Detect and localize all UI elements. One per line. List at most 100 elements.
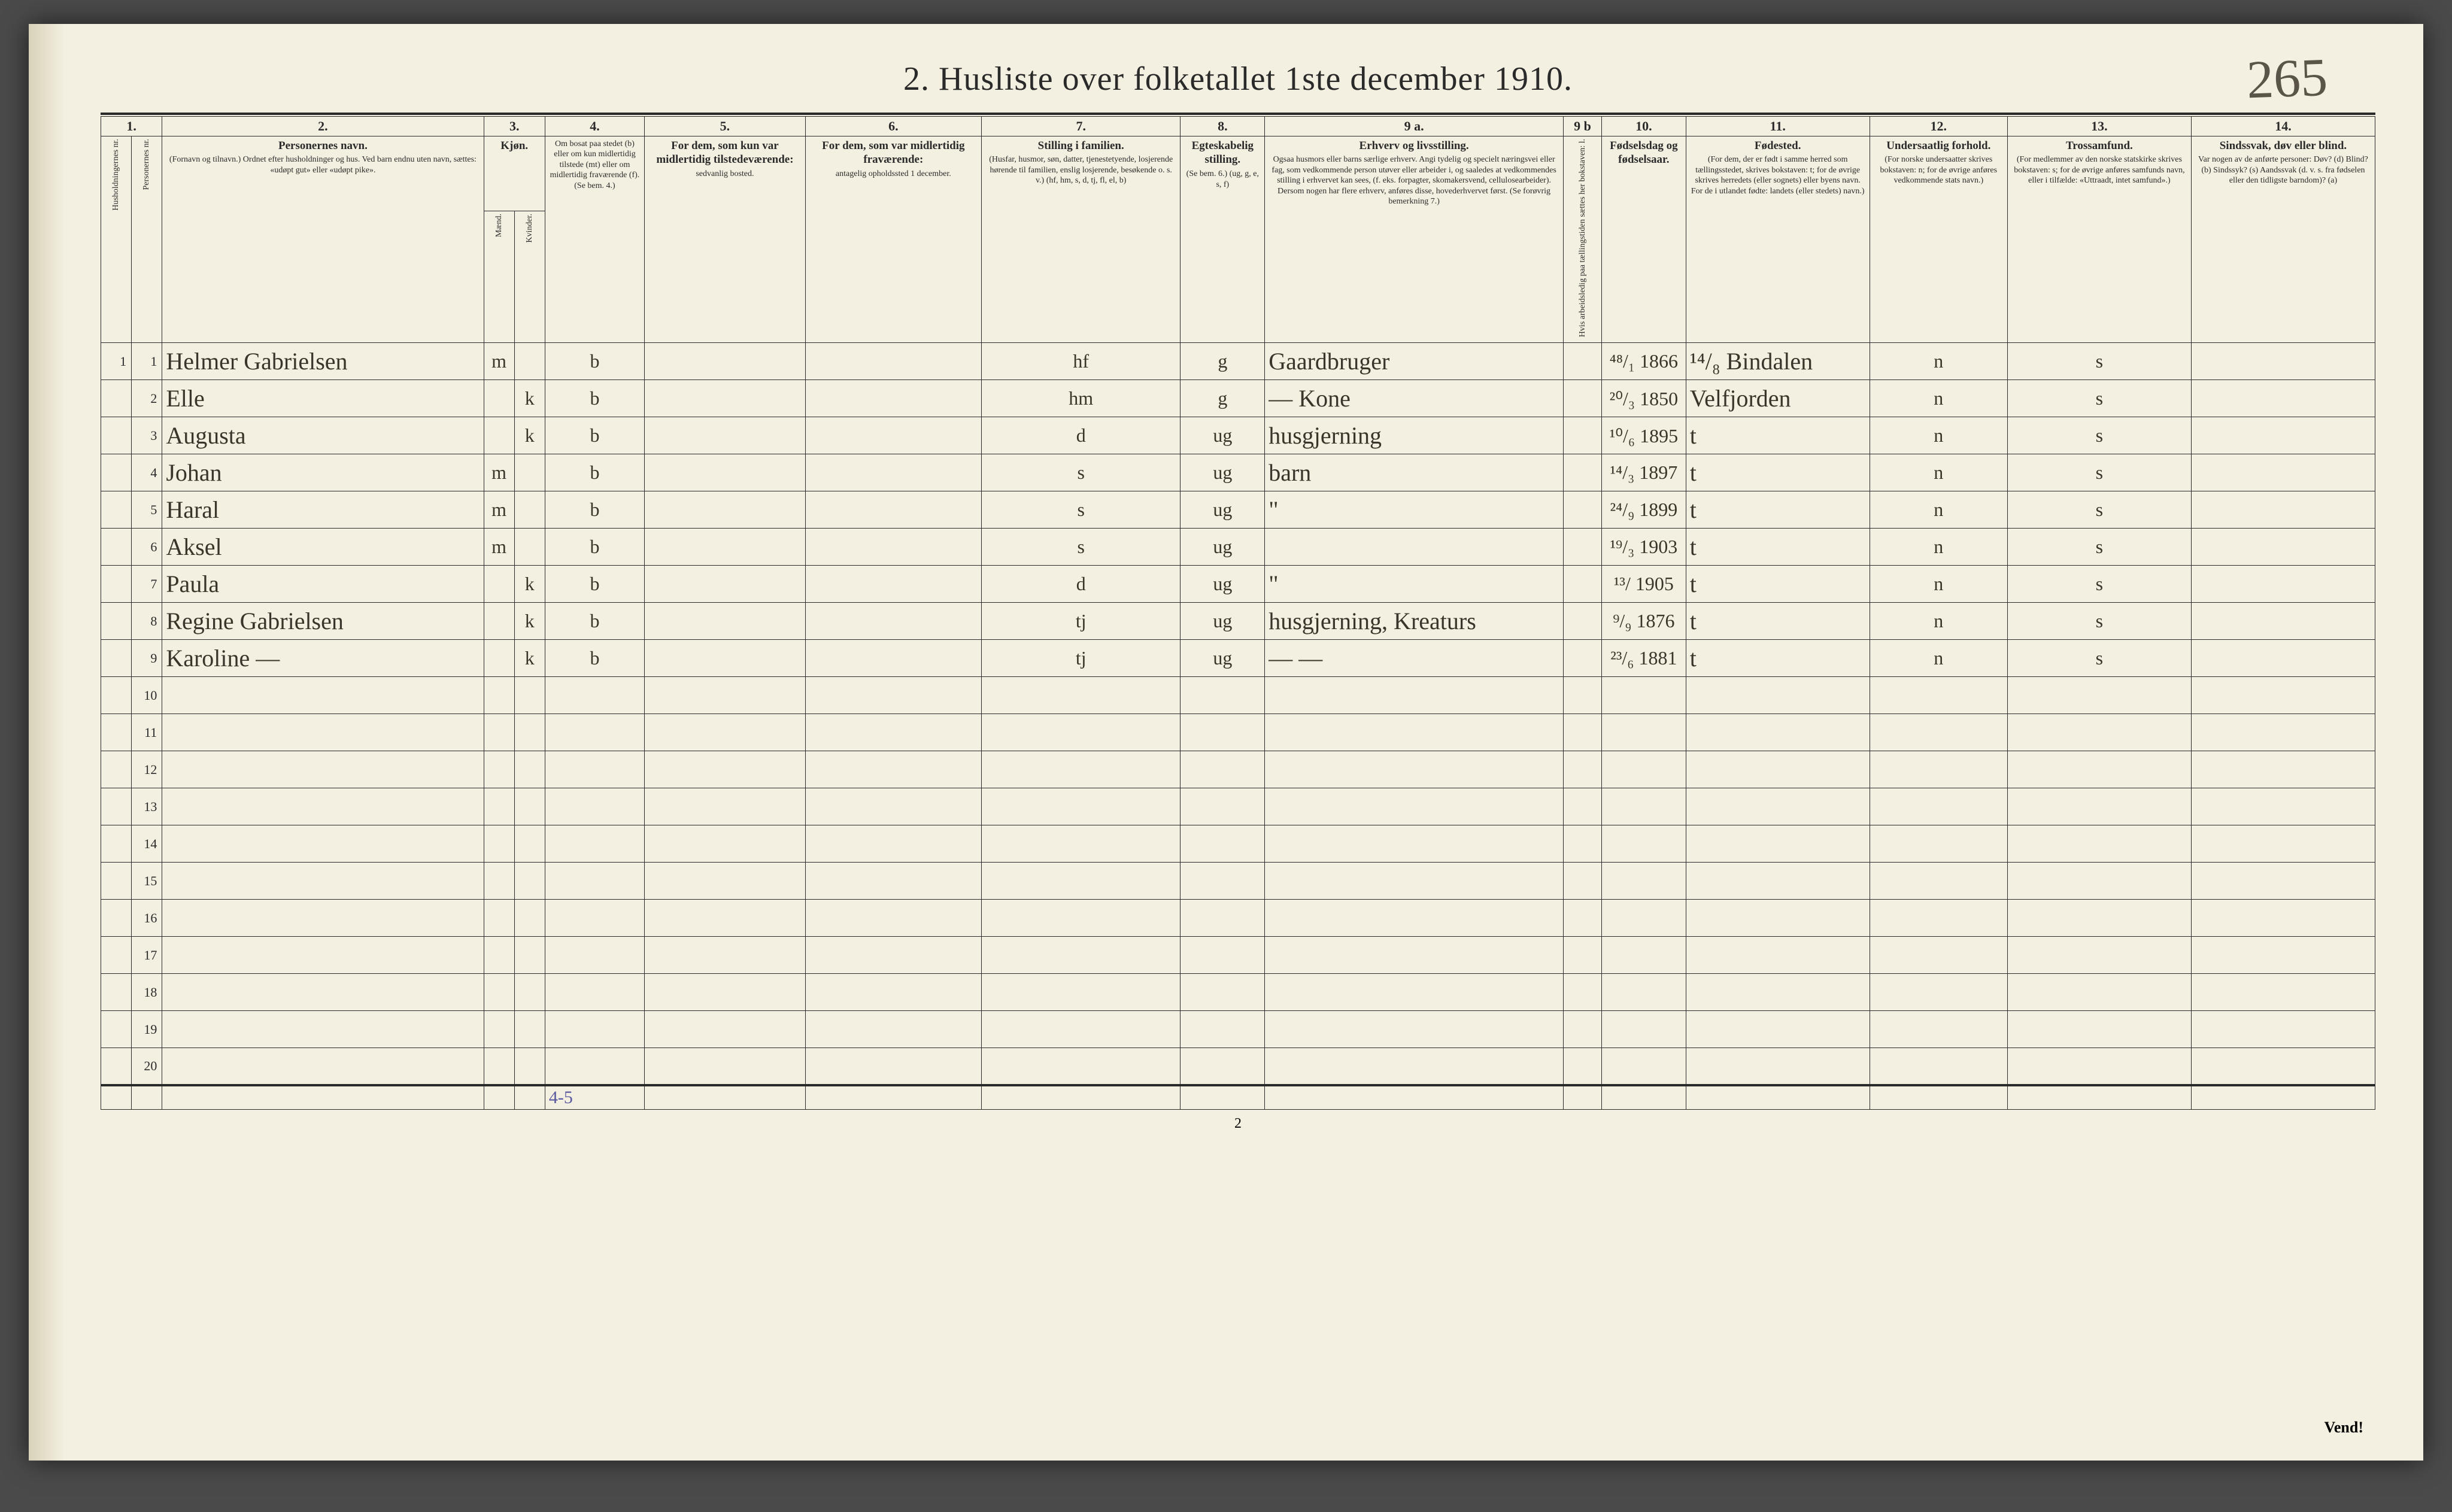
cell-hh: 1 <box>101 343 132 380</box>
cell-fs <box>1686 1011 1870 1048</box>
note-cell <box>2191 1085 2375 1110</box>
cell-fam: d <box>981 417 1181 454</box>
cell-m: m <box>484 491 514 529</box>
cell-m <box>484 788 514 825</box>
cell-us <box>1870 1048 2007 1085</box>
cell-b: b <box>545 343 644 380</box>
cell-eg <box>1181 751 1265 788</box>
cell-erv <box>1265 714 1564 751</box>
cell-m: m <box>484 343 514 380</box>
table-row: 14 <box>101 825 2375 863</box>
cell-fd: ¹⁹/₃ 1903 <box>1601 529 1686 566</box>
cell-k <box>514 491 545 529</box>
cell-fs <box>1686 677 1870 714</box>
col7-head: Stilling i familien. (Husfar, husmor, sø… <box>981 136 1181 343</box>
note-cell <box>514 1085 545 1110</box>
note-cell <box>2007 1085 2191 1110</box>
cell-sd <box>2191 974 2375 1011</box>
note-cell <box>805 1085 981 1110</box>
cell-c5 <box>645 863 806 900</box>
cell-eg <box>1181 714 1265 751</box>
col-num-14: 13. <box>2007 117 2191 136</box>
col5-head: For dem, som kun var midlertidig tilsted… <box>645 136 806 343</box>
cell-sd <box>2191 825 2375 863</box>
col11-head: Fødested. (For dem, der er født i samme … <box>1686 136 1870 343</box>
cell-erv <box>1265 529 1564 566</box>
cell-fd <box>1601 714 1686 751</box>
table-row: 11Helmer GabrielsenmbhfgGaardbruger⁴⁸/₁ … <box>101 343 2375 380</box>
cell-erv: — Kone <box>1265 380 1564 417</box>
cell-erv: " <box>1265 491 1564 529</box>
cell-m <box>484 677 514 714</box>
cell-erv: Gaardbruger <box>1265 343 1564 380</box>
cell-c5 <box>645 788 806 825</box>
cell-name <box>162 863 484 900</box>
cell-fd: ⁴⁸/₁ 1866 <box>1601 343 1686 380</box>
cell-l <box>1564 491 1602 529</box>
cell-c5 <box>645 714 806 751</box>
cell-c6 <box>805 417 981 454</box>
cell-eg <box>1181 1048 1265 1085</box>
cell-pn: 6 <box>132 529 162 566</box>
col-num-5: 5. <box>645 117 806 136</box>
cell-fd: ⁹/₉ 1876 <box>1601 603 1686 640</box>
cell-m <box>484 380 514 417</box>
cell-erv <box>1265 863 1564 900</box>
cell-b: b <box>545 529 644 566</box>
cell-ts: s <box>2007 343 2191 380</box>
cell-sd <box>2191 640 2375 677</box>
cell-b <box>545 937 644 974</box>
cell-us: n <box>1870 417 2007 454</box>
table-row: 6Akselmbsug¹⁹/₃ 1903tns <box>101 529 2375 566</box>
cell-us <box>1870 900 2007 937</box>
cell-pn: 9 <box>132 640 162 677</box>
cell-k: k <box>514 417 545 454</box>
cell-c5 <box>645 974 806 1011</box>
table-row: 3Augustakbdughusgjerning¹⁰/₆ 1895tns <box>101 417 2375 454</box>
col8-head: Egteskabelig stilling. (Se bem. 6.) (ug,… <box>1181 136 1265 343</box>
cell-pn: 19 <box>132 1011 162 1048</box>
cell-sd <box>2191 417 2375 454</box>
cell-fs: Velfjorden <box>1686 380 1870 417</box>
cell-fam <box>981 677 1181 714</box>
cell-c5 <box>645 380 806 417</box>
cell-hh <box>101 937 132 974</box>
cell-sd <box>2191 714 2375 751</box>
cell-c5 <box>645 566 806 603</box>
note-cell <box>1601 1085 1686 1110</box>
cell-b <box>545 1048 644 1085</box>
cell-fd <box>1601 1048 1686 1085</box>
cell-k <box>514 974 545 1011</box>
cell-c6 <box>805 454 981 491</box>
cell-fd <box>1601 788 1686 825</box>
cell-c6 <box>805 640 981 677</box>
cell-k <box>514 900 545 937</box>
cell-k <box>514 863 545 900</box>
col-num-6: 6. <box>805 117 981 136</box>
cell-erv <box>1265 900 1564 937</box>
cell-l <box>1564 529 1602 566</box>
cell-name <box>162 974 484 1011</box>
cell-b <box>545 1011 644 1048</box>
cell-erv <box>1265 1011 1564 1048</box>
cell-fam <box>981 825 1181 863</box>
cell-fam: hf <box>981 343 1181 380</box>
cell-l <box>1564 900 1602 937</box>
cell-l <box>1564 566 1602 603</box>
cell-b: b <box>545 491 644 529</box>
cell-fam: tj <box>981 603 1181 640</box>
cell-eg <box>1181 974 1265 1011</box>
col-num-12: 11. <box>1686 117 1870 136</box>
cell-hh <box>101 603 132 640</box>
cell-name <box>162 1011 484 1048</box>
cell-erv <box>1265 974 1564 1011</box>
cell-b <box>545 974 644 1011</box>
cell-fd <box>1601 825 1686 863</box>
cell-name: Helmer Gabrielsen <box>162 343 484 380</box>
cell-b: b <box>545 417 644 454</box>
cell-fs: t <box>1686 640 1870 677</box>
cell-name <box>162 937 484 974</box>
cell-k <box>514 1048 545 1085</box>
cell-k <box>514 751 545 788</box>
cell-sd <box>2191 603 2375 640</box>
